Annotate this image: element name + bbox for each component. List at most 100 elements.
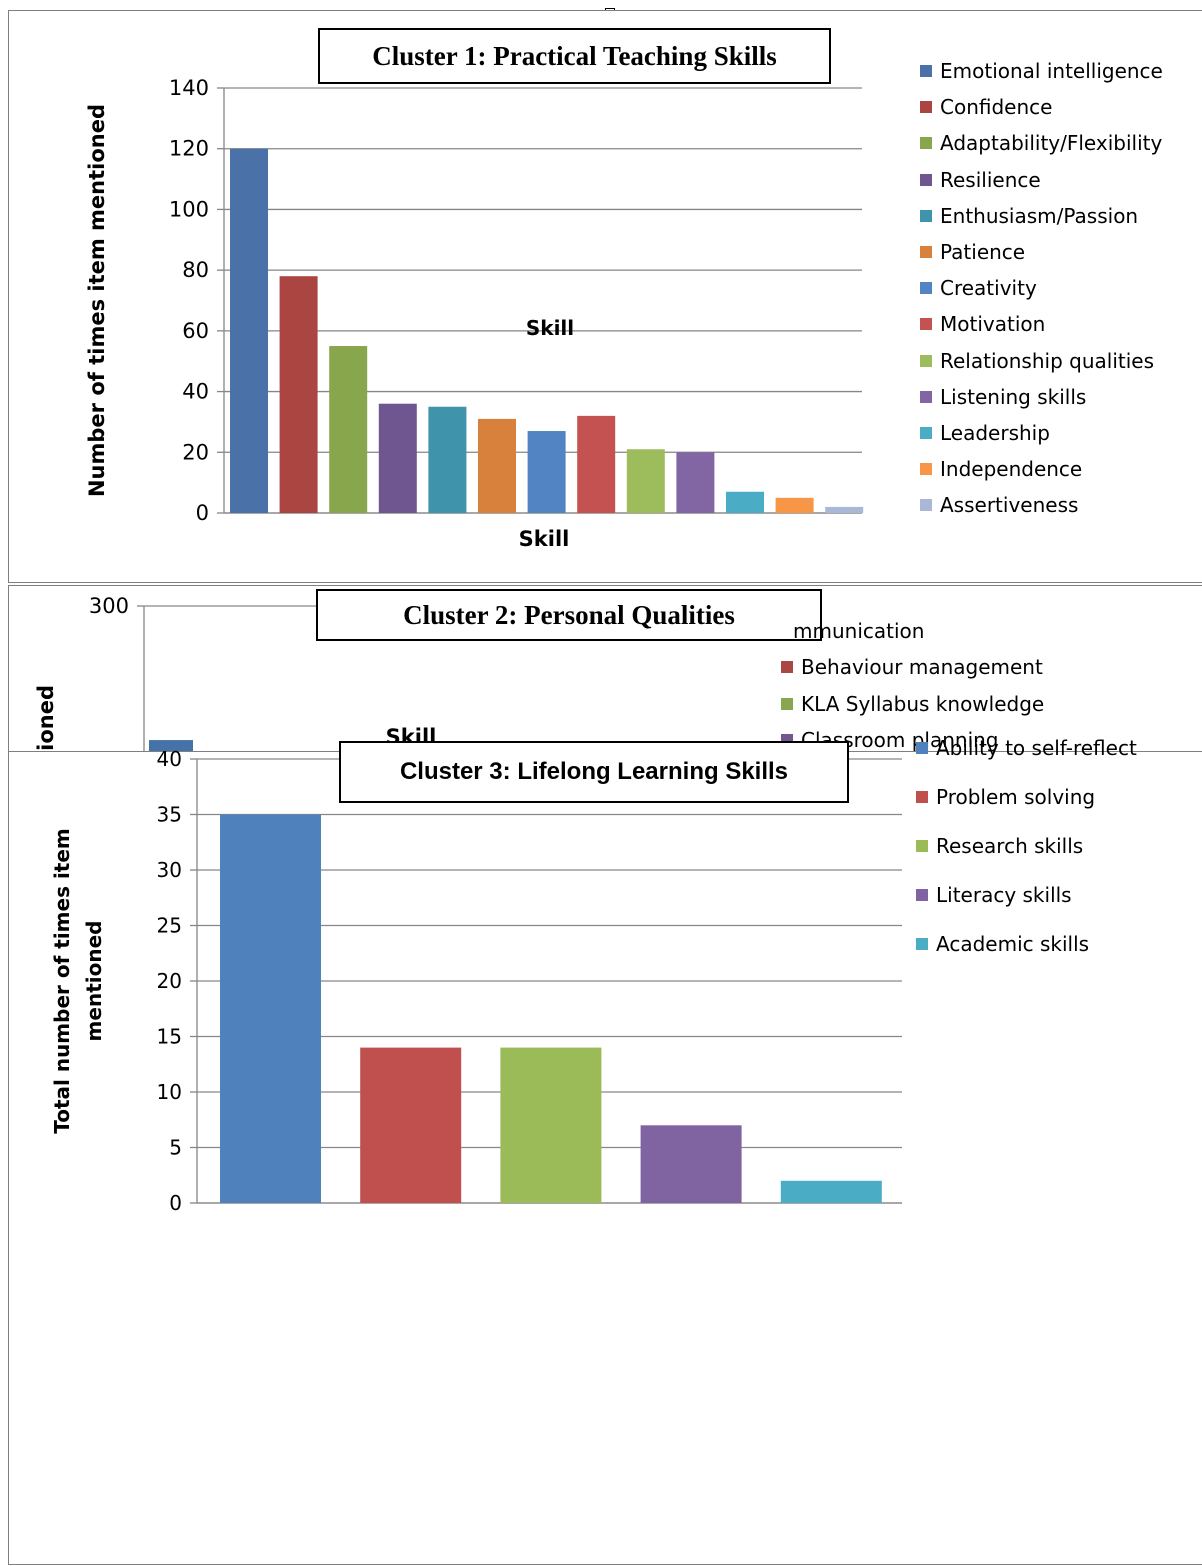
legend-label: Literacy skills [936, 883, 1072, 907]
legend-label: Enthusiasm/Passion [940, 203, 1139, 228]
legend-item: Ability to self-reflect [916, 736, 1137, 760]
y-tick-label: 140 [169, 76, 209, 100]
legend-item: Problem solving [916, 785, 1095, 809]
legend-label: Assertiveness [940, 493, 1079, 518]
legend-label: mmunication [793, 619, 925, 643]
bar-11 [726, 491, 764, 513]
legend-item: Adaptability/Flexibility [920, 131, 1162, 155]
y-tick-label: 120 [169, 137, 209, 161]
legend-label: Independence [940, 457, 1083, 482]
legend-swatch [920, 354, 932, 367]
y-tick-label: 60 [182, 319, 209, 343]
legend-swatch [920, 282, 932, 295]
bar-5 [428, 406, 467, 513]
legend-item: Behaviour management [781, 655, 1043, 679]
legend-label: Patience [940, 240, 1026, 264]
legend-swatch [920, 173, 932, 186]
chart-title: Cluster 3: Lifelong Learning Skills [339, 741, 849, 803]
legend-swatch [920, 137, 932, 150]
legend-swatch [920, 65, 932, 77]
legend-item: Creativity [920, 276, 1037, 300]
x-axis-label: Skill [519, 527, 570, 551]
legend-item: Enthusiasm/Passion [920, 204, 1138, 228]
legend-label: Relationship qualities [940, 348, 1154, 373]
legend-label: Adaptability/Flexibility [940, 131, 1163, 156]
legend-label: KLA Syllabus knowledge [801, 691, 1045, 716]
chart-title: Cluster 2: Personal Qualities [316, 589, 822, 641]
legend-item: Resilience [920, 168, 1041, 192]
bar-3 [329, 346, 368, 513]
legend-label: Problem solving [936, 785, 1096, 809]
legend-label: Behaviour management [801, 655, 1043, 680]
y-tick-label: 10 [157, 1080, 182, 1104]
legend-label: Creativity [940, 276, 1037, 301]
legend-label: Research skills [936, 834, 1084, 858]
legend-swatch [920, 101, 932, 114]
chart-title-text: Cluster 3: Lifelong Learning Skills [399, 758, 789, 785]
legend-item: Patience [920, 240, 1025, 264]
bar-10 [676, 452, 715, 513]
chart-panel-cluster-1: 0 20 40 60 80 100 120 140 Skill Number of times i… [8, 10, 1202, 583]
bar-9 [626, 449, 665, 513]
y-tick-label: 15 [157, 1025, 182, 1049]
legend-swatch [916, 742, 928, 754]
legend-swatch [916, 840, 928, 852]
legend-label: Academic skills [936, 932, 1090, 956]
legend-label: Resilience [940, 167, 1041, 192]
x-axis-label: Skill [526, 316, 574, 340]
chart-title-text: Cluster 2: Personal Qualities [403, 599, 735, 630]
legend-swatch [916, 889, 928, 901]
chart-panel-cluster-3: 0 5 10 15 20 25 30 35 40 Skill Total number of tim… [8, 316, 1202, 1565]
legend-label: Leadership [940, 421, 1050, 445]
bar-2 [360, 1047, 462, 1203]
chart-panel-cluster-2-body: 0100200300SkillNumber of times item ment… [8, 585, 1202, 1169]
legend-item: Relationship qualities [920, 349, 1154, 373]
y-tick-label: 30 [157, 858, 182, 882]
chart-svg-cluster-3: 0 5 10 15 20 25 30 35 40 Skill Total number of tim… [50, 316, 902, 1215]
legend-item: KLA Syllabus knowledge [781, 692, 1044, 716]
legend-item: Motivation [920, 312, 1045, 336]
y-tick-label: 40 [182, 380, 209, 404]
legend-swatch [920, 427, 932, 439]
bar-1 [220, 814, 321, 1203]
bar-4 [378, 403, 417, 513]
bar-4 [640, 1125, 742, 1203]
bar-3 [500, 1047, 602, 1203]
legend-swatch [781, 661, 793, 674]
legend-swatch [920, 209, 932, 222]
legend-label: Emotional intelligence [940, 59, 1163, 83]
chart-svg-cluster-1: 0 20 40 60 80 100 120 140 Skill Number of times i… [85, 76, 864, 551]
legend-item: Confidence [920, 95, 1052, 119]
legend-swatch [920, 463, 932, 476]
bar-7 [527, 431, 566, 513]
y-tick-label: 25 [157, 914, 182, 938]
legend-swatch [920, 390, 932, 403]
y-tick-label: 0 [169, 1191, 182, 1215]
legend-item: Literacy skills [916, 883, 1072, 907]
chart-title-text: Cluster 1: Practical Teaching Skills [372, 40, 777, 71]
legend-label: Confidence [940, 95, 1053, 120]
legend-item: Emotional intelligence [920, 59, 1163, 83]
legend-swatch [916, 791, 928, 803]
y-axis-label: Number of times item mentioned [85, 104, 109, 497]
legend-item: Leadership [920, 421, 1050, 445]
bar-2 [279, 276, 318, 513]
y-tick-label: 40 [157, 747, 182, 771]
legend-swatch [920, 318, 932, 331]
legend-item: Academic skills [916, 932, 1089, 956]
y-axis-label-line1: Total number of times item [50, 828, 74, 1134]
bar-5 [780, 1180, 882, 1203]
chart-title: Cluster 1: Practical Teaching Skills [318, 28, 831, 84]
legend-label: Listening skills [940, 384, 1087, 409]
y-axis-label-line2: mentioned [82, 921, 106, 1042]
legend-item: Listening skills [920, 385, 1086, 409]
legend-swatch [916, 938, 928, 950]
legend-item: Independence [920, 457, 1082, 481]
legend-item: Assertiveness [920, 493, 1078, 517]
legend-item: mmunication [781, 619, 924, 643]
y-tick-label: 300 [89, 594, 129, 618]
bar-1 [230, 148, 268, 513]
legend-swatch [920, 499, 932, 512]
bar-8 [577, 415, 616, 513]
y-tick-label: 20 [157, 969, 182, 993]
